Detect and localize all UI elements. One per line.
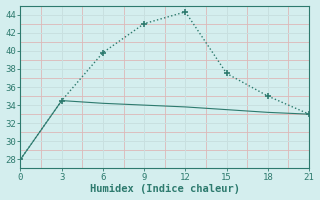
X-axis label: Humidex (Indice chaleur): Humidex (Indice chaleur) [90, 184, 240, 194]
